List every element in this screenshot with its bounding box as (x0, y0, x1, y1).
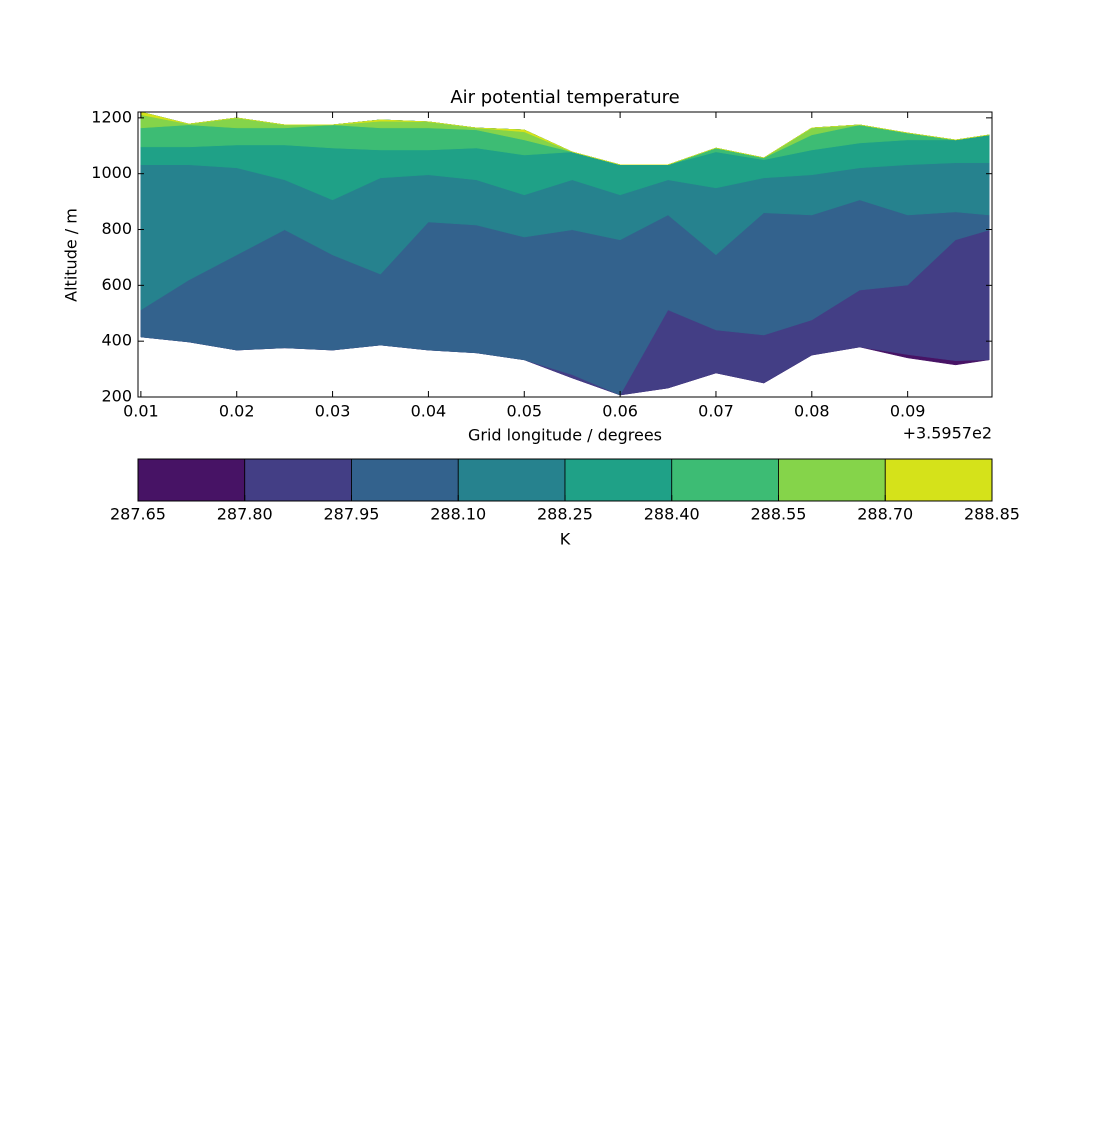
colorbar-tick-label: 287.80 (217, 505, 273, 524)
colorbar-cell (351, 458, 459, 502)
x-tick-label: 0.07 (698, 402, 734, 421)
x-axis-label: Grid longitude / degrees (468, 426, 662, 445)
x-tick-label: 0.09 (890, 402, 926, 421)
colorbar-cell (564, 458, 673, 502)
colorbar-tick-label: 288.25 (537, 505, 593, 524)
y-tick-label: 1000 (91, 163, 132, 182)
colorbar-tick-label: 287.95 (324, 505, 380, 524)
x-tick-label: 0.08 (794, 402, 830, 421)
contour-field (140, 112, 990, 396)
y-axis-label: Altitude / m (62, 208, 81, 302)
plot-frame (137, 111, 993, 398)
x-tick-label: 0.01 (123, 402, 159, 421)
x-offset-label: +3.5957e2 (903, 424, 992, 443)
x-tick-label: 0.05 (506, 402, 542, 421)
colorbar-tick-label: 288.70 (857, 505, 913, 524)
contour-band (140, 112, 990, 166)
colorbar-tick-label: 288.10 (430, 505, 486, 524)
x-tick-label: 0.03 (315, 402, 351, 421)
y-tick-label: 600 (101, 275, 132, 294)
colorbar-cell (137, 458, 246, 502)
x-tick-label: 0.02 (219, 402, 255, 421)
colorbar-cell (778, 458, 886, 502)
y-tick-label: 200 (101, 387, 132, 406)
colorbar-cell (457, 458, 566, 502)
y-tick-label: 400 (101, 331, 132, 350)
y-tick-label: 800 (101, 219, 132, 238)
chart-title: Air potential temperature (450, 87, 679, 108)
x-tick-label: 0.06 (602, 402, 638, 421)
colorbar-cell (884, 458, 993, 502)
colorbar-tick-label: 287.65 (110, 505, 166, 524)
colorbar-cell (671, 458, 779, 502)
colorbar-tick-label: 288.85 (964, 505, 1020, 524)
x-tick-label: 0.04 (411, 402, 447, 421)
colorbar-cell (244, 458, 352, 502)
colorbar-tick-label: 288.55 (751, 505, 807, 524)
colorbar-tick-label: 288.40 (644, 505, 700, 524)
colorbar-label: K (560, 530, 571, 549)
y-tick-label: 1200 (91, 107, 132, 126)
